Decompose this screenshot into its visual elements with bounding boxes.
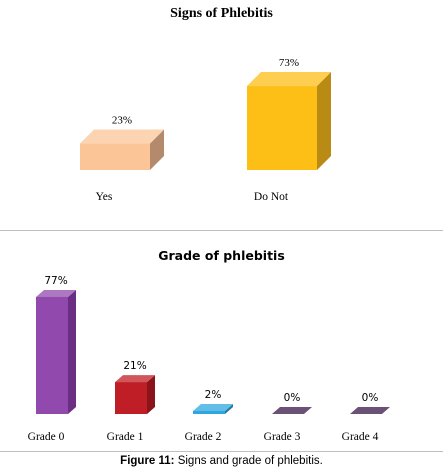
chart-plot-area: 23% Yes 73% Do Not	[80, 57, 331, 203]
bar-grade-1	[115, 375, 155, 414]
chart-title: Signs of Phlebitis	[170, 6, 273, 21]
bar-do-not	[247, 72, 331, 170]
bar-top	[350, 407, 390, 414]
data-label: 2%	[205, 389, 222, 401]
tick-label: Yes	[96, 191, 113, 203]
tick-label: Grade 0	[28, 431, 65, 443]
bar-side	[68, 289, 76, 414]
bar-top	[272, 407, 312, 414]
bar-top	[36, 289, 76, 297]
figure-caption: Figure 11: Signs and grade of phlebitis.	[0, 455, 443, 467]
bar-top	[193, 403, 233, 411]
bar-grade-3	[272, 407, 312, 414]
bar-top	[115, 375, 155, 383]
bar-front	[247, 86, 317, 170]
bar-front	[80, 143, 150, 170]
divider	[0, 230, 443, 231]
divider	[0, 451, 443, 452]
data-label: 73%	[279, 57, 299, 69]
bar-grade-2	[193, 403, 233, 414]
bar-front	[193, 410, 225, 414]
data-label: 0%	[284, 392, 301, 404]
tick-label: Do Not	[254, 191, 289, 203]
bar-top	[80, 129, 164, 144]
bar-side	[317, 72, 331, 170]
caption-label: Figure 11:	[120, 455, 175, 467]
tick-label: Grade 4	[342, 431, 379, 443]
chart-signs-of-phlebitis: Signs of Phlebitis 23% Yes 73% Do Not	[0, 0, 443, 228]
bar-side	[225, 403, 233, 414]
bar-grade-0	[36, 289, 76, 414]
bar-top	[247, 72, 331, 87]
bar-front	[36, 296, 68, 414]
bar-front	[115, 382, 147, 414]
caption-text: Signs and grade of phlebitis.	[174, 455, 323, 467]
chart-plot-area: 77% Grade 0 21% Grade 1 2% Grade 2 0% Grade 3 0%…	[28, 275, 390, 443]
tick-label: Grade 1	[107, 431, 144, 443]
bar-side	[150, 129, 164, 170]
bar-grade-4	[350, 407, 390, 414]
chart-title: Grade of phlebitis	[158, 248, 285, 263]
data-label: 77%	[44, 275, 67, 287]
bar-yes	[80, 129, 164, 170]
data-label: 0%	[362, 392, 379, 404]
bar-side	[147, 375, 155, 414]
tick-label: Grade 3	[264, 431, 301, 443]
data-label: 21%	[123, 360, 146, 372]
chart-grade-of-phlebitis: Grade of phlebitis 77% Grade 0 21% Grade 1 2…	[0, 238, 443, 451]
tick-label: Grade 2	[185, 431, 222, 443]
data-label: 23%	[112, 115, 132, 127]
